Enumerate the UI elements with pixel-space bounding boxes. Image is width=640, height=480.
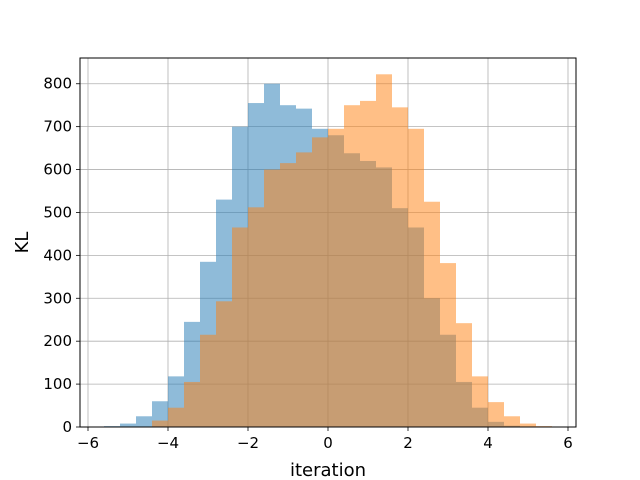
histogram-bar <box>120 423 136 427</box>
histogram-bar <box>360 100 376 427</box>
histogram-bar <box>136 416 152 427</box>
x-tick-label: −4 <box>157 434 179 452</box>
y-tick-label: 0 <box>62 418 72 436</box>
histogram-bar <box>376 74 392 427</box>
x-tick-label: −2 <box>237 434 259 452</box>
x-tick-label: 0 <box>323 434 333 452</box>
histogram-bar <box>472 376 488 427</box>
y-axis-label: KL <box>12 232 33 254</box>
histogram-bar <box>296 152 312 427</box>
histogram-bars <box>104 74 552 428</box>
histogram-bar <box>312 137 328 427</box>
axis-ticks: −6 −4 −2 0 2 4 6 0 100 200 300 400 500 600 700 800 <box>43 75 572 452</box>
histogram-bar <box>344 105 360 427</box>
histogram-bar <box>216 301 232 427</box>
y-tick-label: 600 <box>43 161 72 179</box>
histogram-bar <box>520 423 536 427</box>
histogram-bar <box>440 263 456 427</box>
y-tick-label: 400 <box>43 246 72 264</box>
histogram-series-2 <box>152 74 552 428</box>
histogram-bar <box>168 407 184 427</box>
histogram-bar <box>408 128 424 427</box>
histogram-bar <box>504 416 520 427</box>
histogram-bar <box>280 163 296 428</box>
histogram-bar <box>232 227 248 427</box>
histogram-bar <box>424 201 440 427</box>
x-axis-label: iteration <box>290 460 366 480</box>
y-tick-label: 300 <box>43 289 72 307</box>
y-tick-label: 200 <box>43 332 72 350</box>
histogram-bar <box>184 381 200 427</box>
histogram-bar <box>200 334 216 427</box>
x-tick-label: 2 <box>403 434 413 452</box>
histogram-bar <box>488 402 504 427</box>
histogram-bar <box>152 420 168 427</box>
y-tick-label: 100 <box>43 375 72 393</box>
histogram-bar <box>456 323 472 427</box>
y-tick-label: 800 <box>43 75 72 93</box>
histogram-bar <box>248 207 264 427</box>
histogram-bar <box>392 107 408 428</box>
histogram-bar <box>328 128 344 427</box>
y-tick-label: 500 <box>43 203 72 221</box>
x-tick-label: 6 <box>563 434 573 452</box>
x-tick-label: −6 <box>77 434 99 452</box>
y-tick-label: 700 <box>43 118 72 136</box>
histogram-bar <box>264 169 280 427</box>
x-tick-label: 4 <box>483 434 493 452</box>
